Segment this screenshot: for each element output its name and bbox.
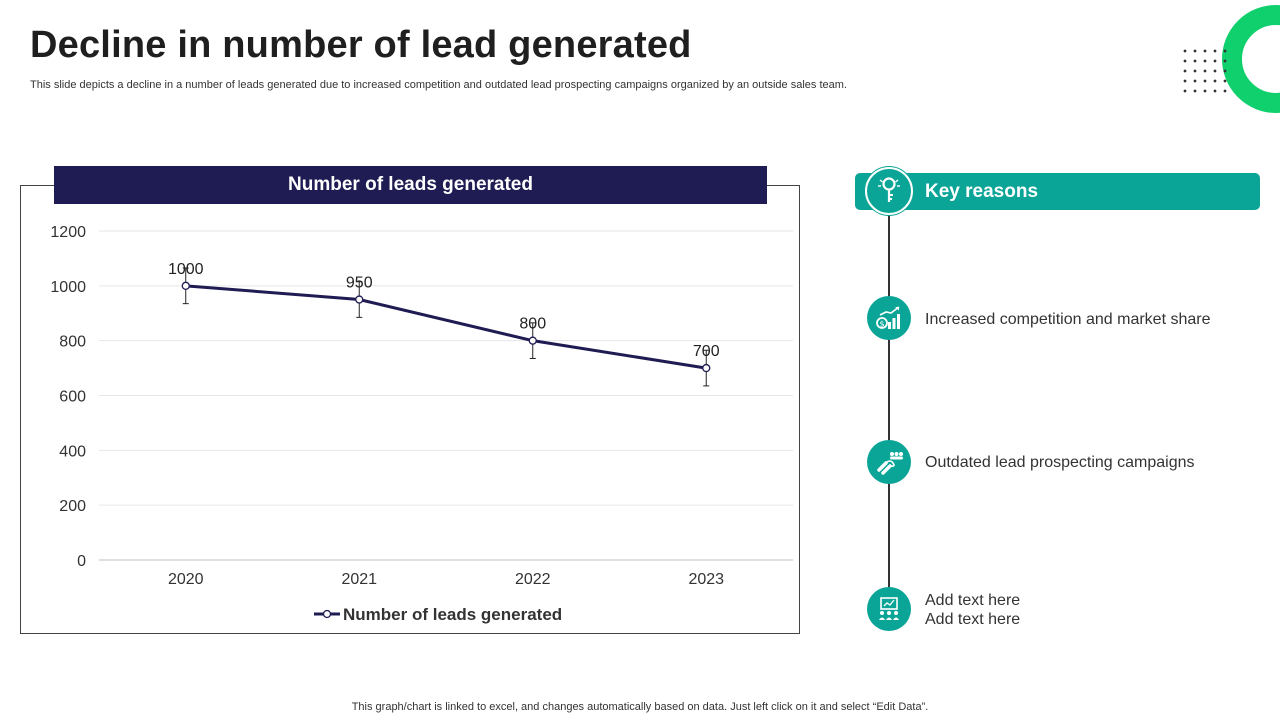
data-point bbox=[355, 295, 364, 304]
magnet-people-icon bbox=[867, 440, 911, 484]
x-tick-label: 2023 bbox=[688, 571, 724, 588]
reason-text-3: Add text here Add text here bbox=[925, 591, 1020, 629]
reason-line: Add text here bbox=[925, 611, 1021, 628]
reason-text-2: Outdated lead prospecting campaigns bbox=[925, 453, 1195, 472]
y-tick-label: 400 bbox=[59, 443, 86, 460]
data-label: 700 bbox=[693, 343, 720, 360]
y-tick-label: 200 bbox=[59, 498, 86, 515]
line-chart: 0 200 400 600 800 1000 1200 2020 2021 2022 2023 100… bbox=[50, 224, 793, 624]
page-subtitle: This slide depicts a decline in a number… bbox=[30, 79, 847, 91]
x-tick-label: 2022 bbox=[515, 571, 551, 588]
y-tick-label: 1200 bbox=[50, 224, 86, 241]
key-reasons-header bbox=[855, 173, 1260, 210]
legend-swatch-marker bbox=[322, 609, 332, 619]
data-label: 950 bbox=[346, 275, 373, 292]
svg-text:$: $ bbox=[879, 320, 884, 329]
y-tick-label: 800 bbox=[59, 334, 86, 351]
y-tick-label: 0 bbox=[77, 553, 86, 570]
timeline-connector bbox=[888, 214, 890, 606]
page-title: Decline in number of lead generated bbox=[30, 24, 692, 66]
data-label: 800 bbox=[519, 316, 546, 333]
key-icon bbox=[865, 167, 913, 215]
key-reasons-title: Key reasons bbox=[925, 181, 1039, 202]
presentation-audience-icon bbox=[867, 587, 911, 631]
reason-line: Increased competition and market share bbox=[925, 311, 1211, 328]
x-tick-label: 2020 bbox=[168, 571, 204, 588]
y-tick-label: 600 bbox=[59, 389, 86, 406]
reason-line: Add text here bbox=[925, 592, 1021, 609]
y-tick-label: 1000 bbox=[50, 279, 86, 296]
footer-note: This graph/chart is linked to excel, and… bbox=[351, 701, 929, 713]
x-tick-label: 2021 bbox=[341, 571, 377, 588]
series-line bbox=[185, 284, 707, 370]
reason-text-1: Increased competition and market share bbox=[925, 310, 1210, 329]
reason-line: Outdated lead prospecting campaigns bbox=[925, 454, 1195, 471]
decorative-dot-grid bbox=[1180, 46, 1230, 94]
chart-title: Number of leads generated bbox=[54, 166, 767, 204]
data-point bbox=[702, 363, 711, 373]
data-label: 1000 bbox=[168, 261, 204, 278]
legend-label: Number of leads generated bbox=[343, 605, 562, 624]
data-point bbox=[528, 336, 537, 345]
data-point bbox=[181, 281, 190, 290]
money-growth-chart-icon: $ bbox=[867, 296, 911, 340]
decorative-ring bbox=[1222, 5, 1280, 113]
